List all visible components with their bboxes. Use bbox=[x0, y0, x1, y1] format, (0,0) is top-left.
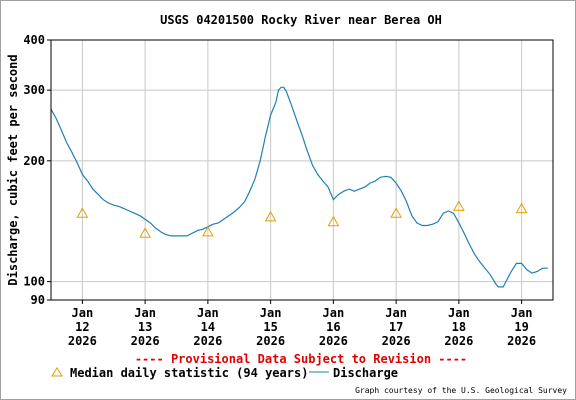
y-tick-label: 90 bbox=[31, 293, 45, 307]
x-tick-label: 2026 bbox=[193, 334, 222, 348]
x-tick-label: Jan bbox=[323, 306, 345, 320]
median-series bbox=[76, 200, 528, 238]
median-marker bbox=[139, 227, 151, 238]
x-tick-label: Jan bbox=[260, 306, 282, 320]
x-tick-label: 2026 bbox=[444, 334, 473, 348]
grid bbox=[51, 39, 553, 301]
x-tick-label: 15 bbox=[263, 320, 277, 334]
legend-label-median: Median daily statistic (94 years) bbox=[70, 366, 308, 380]
median-marker bbox=[515, 202, 528, 214]
x-tick-label: Jan bbox=[197, 306, 219, 320]
x-tick-label: 13 bbox=[138, 320, 152, 334]
y-tick-label: 100 bbox=[23, 275, 45, 289]
y-tick-labels: 90 100 200 300 400 bbox=[23, 33, 51, 307]
provisional-notice: ---- Provisional Data Subject to Revisio… bbox=[135, 352, 467, 366]
credit-text: Graph courtesy of the U.S. Geological Su… bbox=[355, 386, 567, 395]
x-tick-label: 19 bbox=[514, 320, 528, 334]
x-tick-label: 2026 bbox=[319, 334, 348, 348]
x-tick-label: Jan bbox=[134, 306, 156, 320]
median-marker bbox=[390, 207, 402, 218]
x-tick-label: 2026 bbox=[131, 334, 160, 348]
chart-title: USGS 04201500 Rocky River near Berea OH bbox=[160, 13, 442, 27]
median-marker bbox=[76, 207, 89, 218]
y-tick-label: 200 bbox=[23, 154, 45, 168]
x-tick-label: Jan bbox=[385, 306, 407, 320]
plot-border bbox=[50, 39, 554, 301]
legend-triangle-icon bbox=[51, 367, 63, 377]
x-tick-label: 2026 bbox=[68, 334, 97, 348]
x-tick-label: Jan bbox=[511, 306, 533, 320]
x-tick-label: 12 bbox=[75, 320, 89, 334]
legend-label-discharge: Discharge bbox=[333, 366, 398, 380]
y-tick-label: 300 bbox=[23, 83, 45, 97]
x-tick-labels: Jan122026Jan132026Jan142026Jan152026Jan1… bbox=[68, 300, 536, 348]
x-tick-label: 18 bbox=[452, 320, 466, 334]
x-tick-label: 16 bbox=[326, 320, 340, 334]
x-tick-label: 2026 bbox=[382, 334, 411, 348]
legend: Median daily statistic (94 years) Discha… bbox=[51, 366, 398, 380]
x-tick-label: Jan bbox=[72, 306, 94, 320]
median-marker bbox=[327, 215, 340, 227]
x-tick-label: 2026 bbox=[256, 334, 285, 348]
discharge-line bbox=[50, 86, 548, 288]
median-marker bbox=[453, 200, 465, 211]
discharge-series bbox=[50, 86, 548, 288]
x-tick-label: 14 bbox=[201, 320, 215, 334]
y-axis-label: Discharge, cubic feet per second bbox=[6, 54, 20, 285]
x-tick-label: 2026 bbox=[507, 334, 536, 348]
median-marker bbox=[202, 225, 214, 237]
x-tick-label: Jan bbox=[448, 306, 470, 320]
x-tick-label: 17 bbox=[389, 320, 403, 334]
median-marker bbox=[264, 210, 277, 222]
y-tick-label: 400 bbox=[23, 33, 45, 47]
